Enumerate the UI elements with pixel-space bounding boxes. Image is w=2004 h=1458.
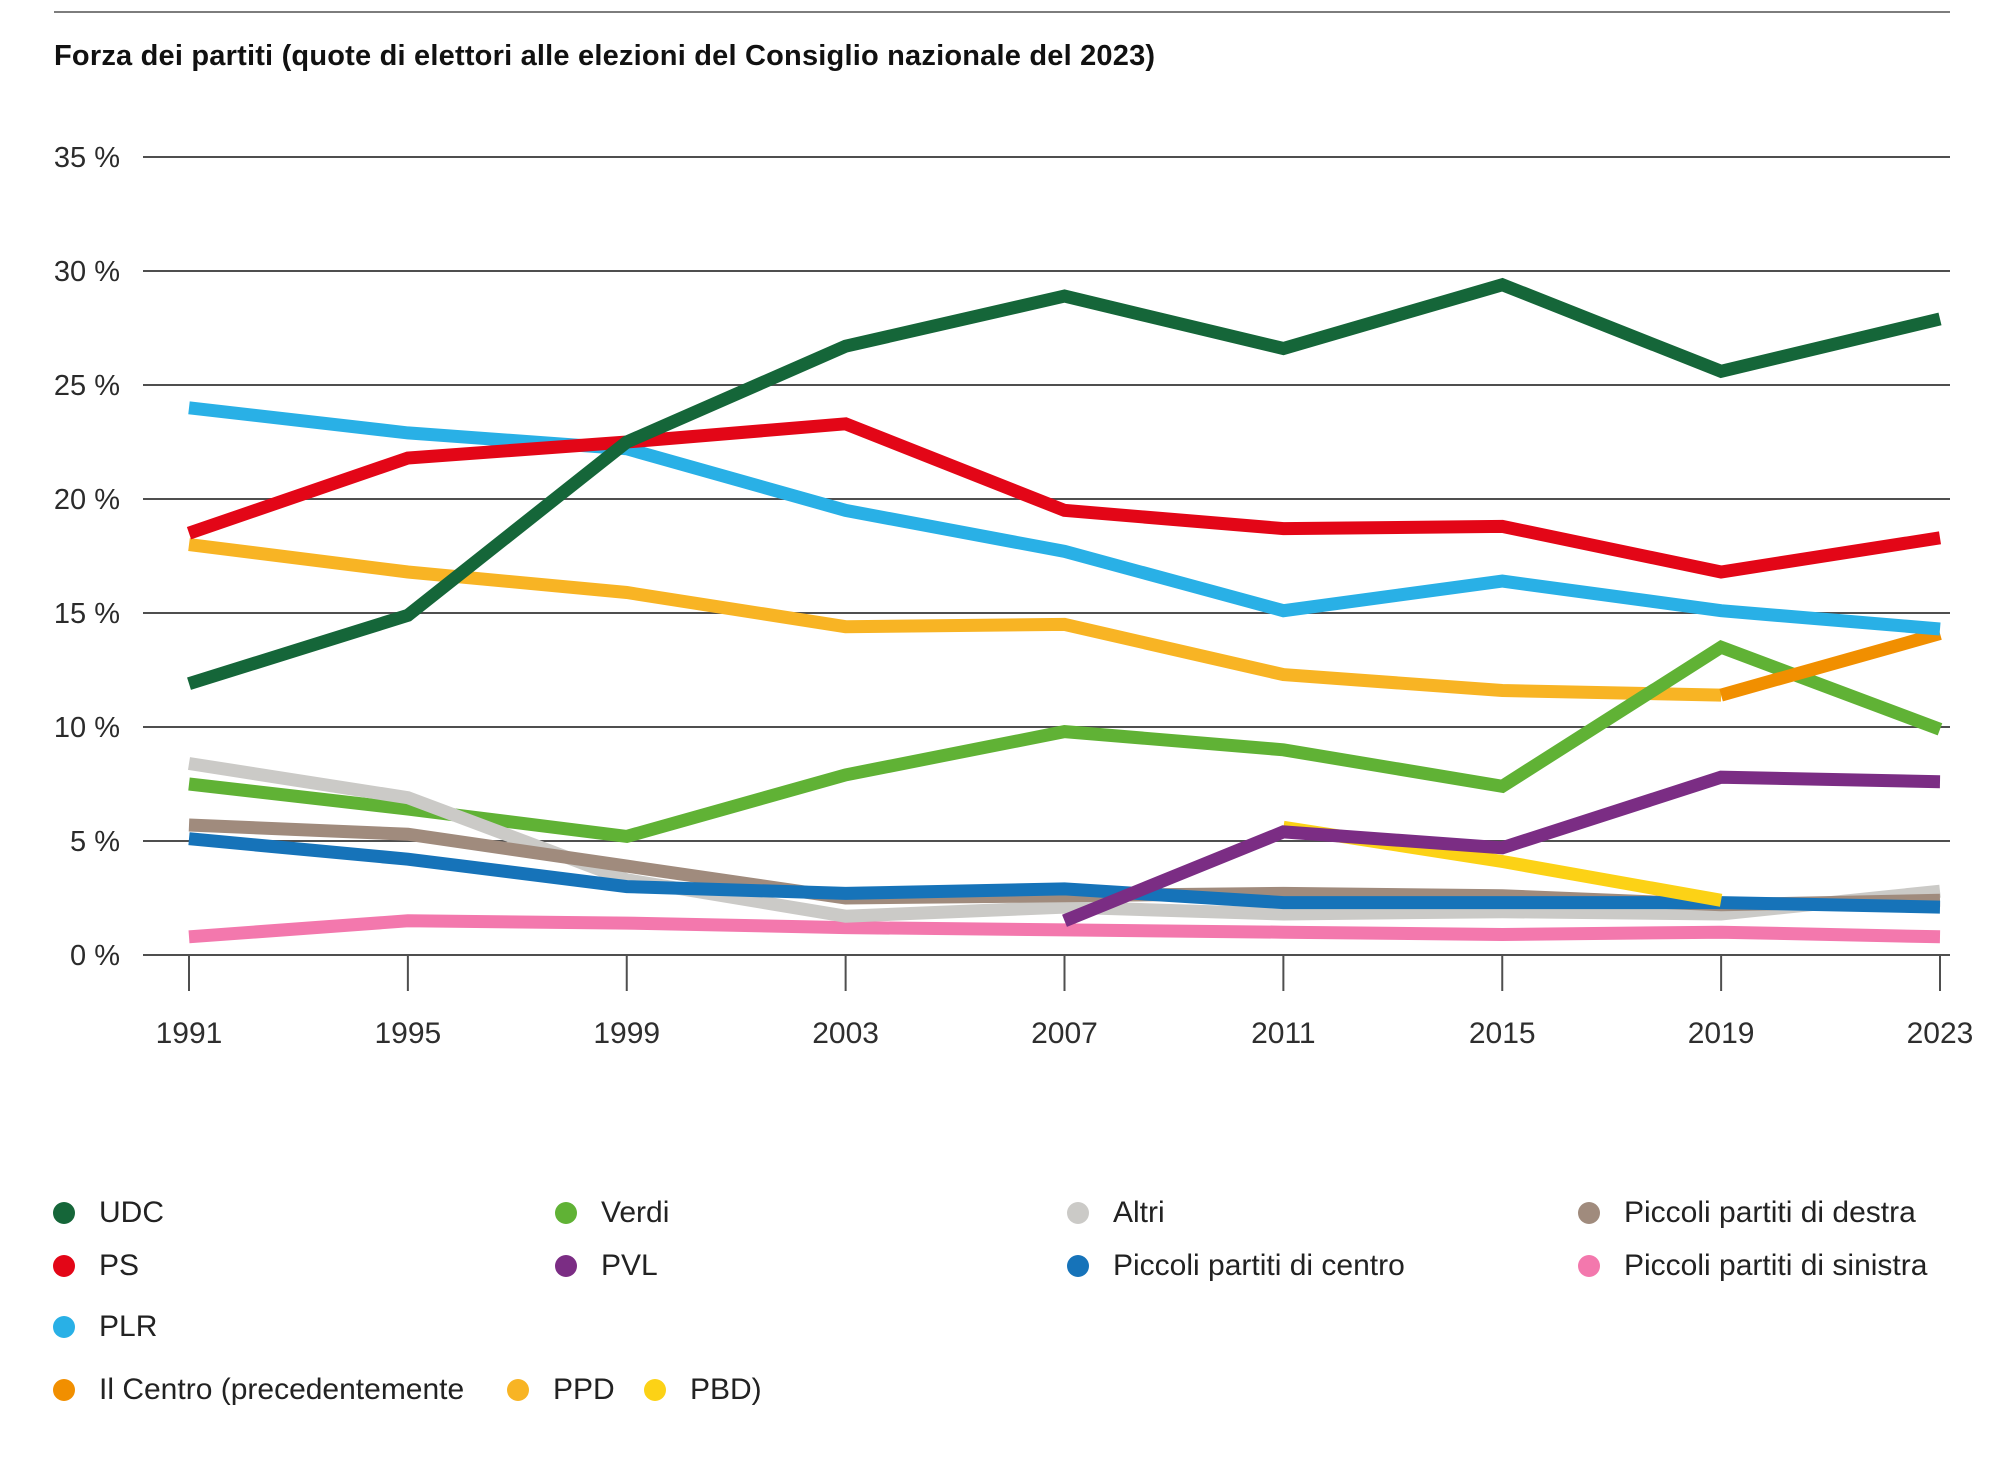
y-axis-tick-label: 15 %: [54, 598, 120, 630]
y-axis-tick-label: 20 %: [54, 484, 120, 516]
y-axis-tick-label: 0 %: [70, 940, 120, 972]
series-line-piccoli-sinistra: [188, 914, 1941, 944]
series-line-ps: [186, 417, 1942, 579]
series-line-altri: [187, 757, 1941, 923]
x-axis-year-label: 2011: [1251, 1017, 1316, 1050]
top-divider: [54, 11, 1950, 13]
x-axis-year-label: 2019: [1688, 1017, 1755, 1050]
y-axis-tick-label: 25 %: [54, 370, 120, 402]
series-line-plr: [188, 401, 1941, 636]
x-axis-year-label: 1995: [375, 1017, 442, 1050]
series-line-pvl: [1062, 770, 1941, 927]
y-axis-tick-label: 5 %: [70, 826, 120, 858]
series-line-udc: [187, 277, 1942, 690]
series-line-piccoli-centro: [188, 832, 1941, 914]
x-axis-year-label: 2003: [812, 1017, 879, 1050]
page-title: Forza dei partiti (quote di elettori all…: [54, 40, 1156, 72]
y-axis-tick-label: 10 %: [54, 712, 120, 744]
series-line-ppd: [188, 538, 1722, 702]
x-axis-year-label: 2023: [1907, 1017, 1974, 1050]
y-axis-tick-label: 35 %: [54, 142, 120, 174]
x-axis-year-label: 2015: [1469, 1017, 1536, 1050]
x-axis-year-label: 2007: [1031, 1017, 1098, 1050]
x-axis-year-label: 1999: [593, 1017, 660, 1050]
x-axis-year-label: 1991: [156, 1017, 223, 1050]
y-axis-tick-label: 30 %: [54, 256, 120, 288]
series-line-il-centro: [1719, 627, 1942, 702]
